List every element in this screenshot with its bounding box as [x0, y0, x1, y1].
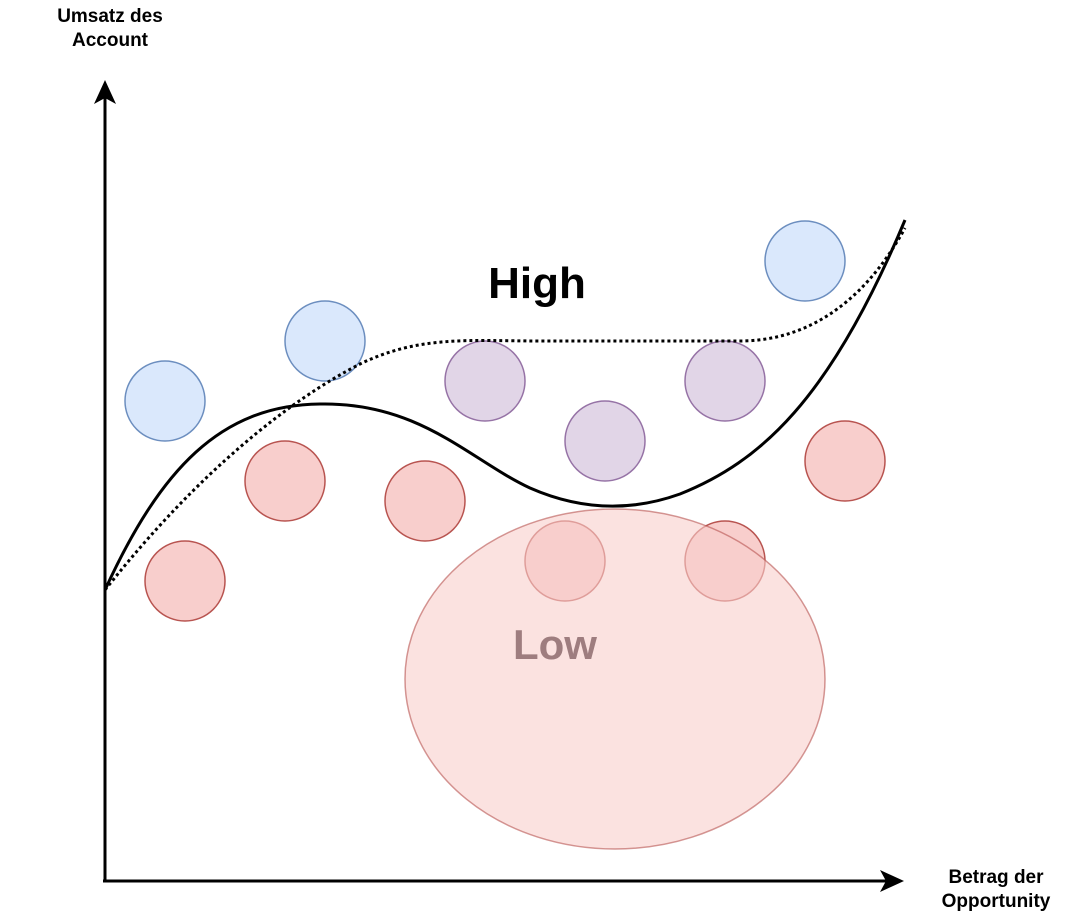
- x-axis-label: Betrag der Opportunity: [906, 866, 1066, 914]
- point-red-6: [804, 420, 886, 502]
- y-axis-arrowhead: [94, 80, 116, 104]
- point-purple-3: [684, 340, 766, 422]
- low-region-ellipse: [404, 508, 826, 850]
- y-axis-label-line2: Account: [72, 30, 148, 51]
- solid-boundary-curve: [103, 219, 907, 591]
- y-axis-label-line1: Umsatz des: [57, 6, 163, 27]
- y-axis-label: Umsatz des Account: [20, 5, 200, 53]
- point-blue-2: [284, 300, 366, 382]
- point-purple-1: [444, 340, 526, 422]
- x-axis-label-line2: Opportunity: [941, 891, 1051, 912]
- dotted-boundary-curve: [103, 227, 907, 591]
- point-red-2: [244, 440, 326, 522]
- x-axis-arrowhead: [880, 870, 904, 892]
- point-blue-1: [124, 360, 206, 442]
- point-red-1: [144, 540, 226, 622]
- point-purple-2: [564, 400, 646, 482]
- point-red-3: [384, 460, 466, 542]
- point-blue-3: [764, 220, 846, 302]
- low-region-label: Low: [513, 621, 597, 668]
- x-axis-label-line1: Betrag der: [948, 867, 1044, 888]
- high-region-label: High: [488, 259, 586, 308]
